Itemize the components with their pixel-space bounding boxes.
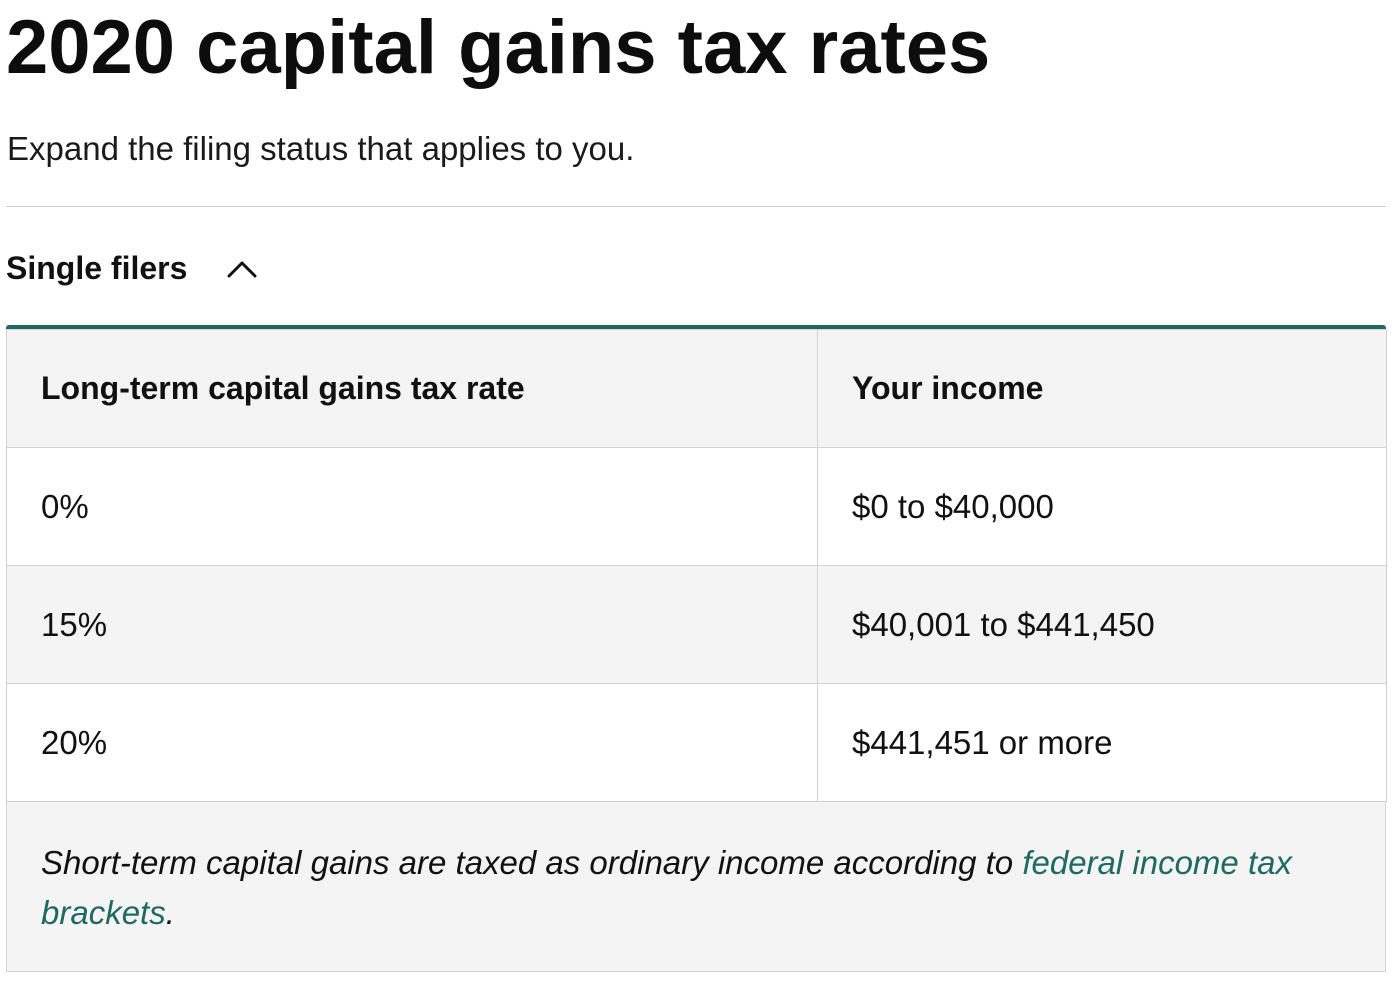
rate-cell: 15% bbox=[6, 565, 818, 684]
tax-rates-table-container: Long-term capital gains tax rate Your in… bbox=[6, 325, 1387, 972]
federal-income-tax-brackets-link[interactable]: federal income tax brackets bbox=[41, 844, 1292, 931]
income-cell: $0 to $40,000 bbox=[817, 447, 1387, 566]
income-cell: $40,001 to $441,450 bbox=[817, 565, 1387, 684]
page-title: 2020 capital gains tax rates bbox=[6, 5, 991, 90]
rate-cell: 20% bbox=[6, 683, 818, 802]
table-row: 15% $40,001 to $441,450 bbox=[6, 565, 1387, 684]
table-row: 20% $441,451 or more bbox=[6, 683, 1387, 802]
tax-rates-table: Long-term capital gains tax rate Your in… bbox=[6, 329, 1387, 802]
income-cell: $441,451 or more bbox=[817, 683, 1387, 802]
accordion-toggle-single-filers[interactable]: Single filers bbox=[6, 240, 259, 296]
footnote-text: Short-term capital gains are taxed as or… bbox=[41, 844, 1023, 881]
table-footnote: Short-term capital gains are taxed as or… bbox=[6, 802, 1386, 972]
table-row: 0% $0 to $40,000 bbox=[6, 447, 1387, 566]
table-header-row: Long-term capital gains tax rate Your in… bbox=[6, 329, 1387, 448]
section-divider bbox=[6, 206, 1386, 207]
footnote-end: . bbox=[165, 894, 175, 931]
chevron-up-icon[interactable] bbox=[225, 256, 259, 280]
column-header-rate: Long-term capital gains tax rate bbox=[6, 329, 818, 448]
page-subtitle: Expand the filing status that applies to… bbox=[7, 130, 635, 167]
accordion-label: Single filers bbox=[6, 249, 188, 286]
column-header-income: Your income bbox=[817, 329, 1387, 448]
rate-cell: 0% bbox=[6, 447, 818, 566]
